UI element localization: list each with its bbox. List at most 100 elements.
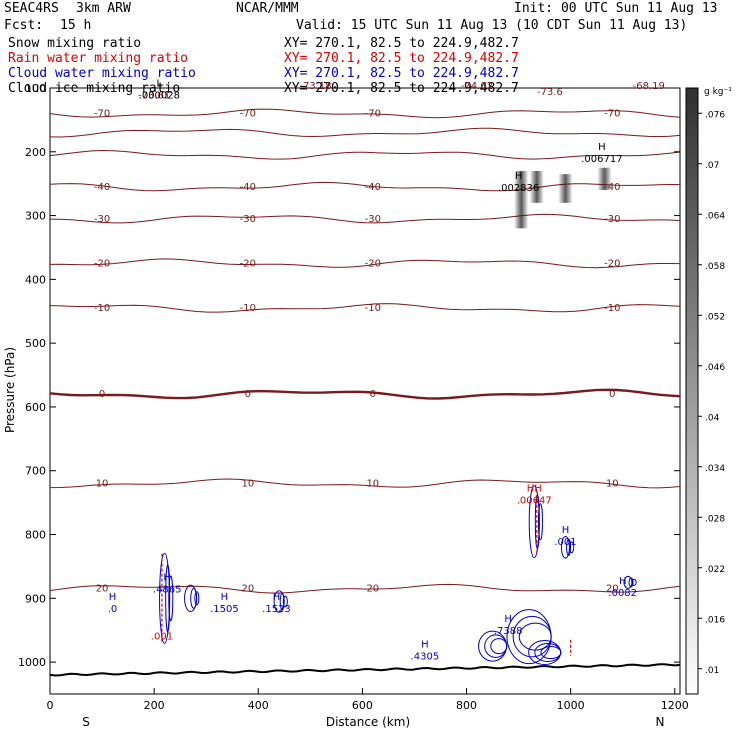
x-end-label-right: N [656, 715, 665, 729]
snow-plume [529, 170, 544, 203]
cloud-water-contour [518, 622, 552, 651]
isotherm-label: -70 [604, 109, 620, 120]
isotherm-line [49, 258, 681, 269]
top-temperature-label: -73.61 [138, 90, 170, 101]
colorbar-tick-label: .01 [705, 666, 719, 676]
y-tick-label: 800 [25, 529, 46, 542]
x-tick-label: 200 [144, 699, 165, 712]
extremum-value: .7388 [494, 626, 523, 637]
y-tick-label: 700 [25, 465, 46, 478]
isotherm-label: -10 [365, 303, 381, 314]
isotherm-label: -40 [365, 182, 381, 193]
cloud-water-contour [194, 591, 200, 606]
cloud-water-contour [631, 578, 637, 586]
extremum-value: .1523 [262, 604, 291, 615]
hydrometeor-layer [159, 167, 637, 666]
extremum-mark: H [109, 592, 117, 603]
extremum-value: .4305 [411, 652, 440, 663]
colorbar-tick-label: .022 [705, 565, 725, 575]
isotherm-label: -70 [365, 109, 381, 120]
isotherm-label: -20 [94, 258, 110, 269]
isotherm-label: 20 [366, 584, 379, 595]
field-xy-rain: XY= 270.1, 82.5 to 224.9,482.7 [284, 51, 519, 66]
extremum-value: .00647 [517, 495, 552, 506]
extremum-value: .006717 [581, 154, 622, 165]
isotherm-label: -10 [604, 303, 620, 314]
extremum-mark: H [562, 525, 570, 536]
snow-plume [558, 174, 573, 203]
cloud-water-contour [279, 592, 285, 611]
isotherm-line [49, 388, 681, 400]
y-tick-label: 400 [25, 273, 46, 286]
cloud-water-contour [569, 541, 575, 554]
cloud-water-contour [537, 503, 543, 541]
field-name-cloudwater: Cloud water mixing ratio [8, 66, 196, 81]
x-tick-label: 1200 [661, 699, 689, 712]
extremum-mark: H [421, 640, 429, 651]
cloud-water-contour [190, 587, 198, 609]
extremum-value: .4865 [153, 585, 182, 596]
cloud-water-contour [534, 643, 562, 663]
header-fcst-label: Fcst: [4, 18, 44, 33]
isotherm-label: 0 [99, 389, 105, 400]
extremum-value: .002836 [498, 183, 539, 194]
x-axis-label: Distance (km) [326, 715, 410, 729]
isotherm-label: 0 [609, 389, 615, 400]
colorbar-unit: g kg⁻¹ [704, 87, 732, 97]
isotherm-line [49, 181, 681, 192]
isotherm-line [49, 478, 681, 489]
isotherm-label: 0 [245, 389, 251, 400]
isotherm-label: 0 [370, 389, 376, 400]
cloud-water-contour [484, 634, 508, 658]
header-init: Init: 00 UTC Sun 11 Aug 13 [514, 1, 718, 16]
extremum-value: .1505 [210, 604, 239, 615]
isotherm-line [49, 303, 681, 313]
extremum-mark: H [515, 171, 523, 182]
cloud-water-contour [566, 538, 572, 556]
isotherm-label: -20 [240, 258, 256, 269]
field-xy-cloudwater: XY= 270.1, 82.5 to 224.9,482.7 [284, 66, 519, 81]
field-name-rain: Rain water mixing ratio [8, 51, 189, 66]
isotherm-label: 20 [241, 584, 254, 595]
extremum-value: .001 [151, 631, 173, 642]
header-model: 3km ARW [76, 1, 131, 16]
isotherm-line [49, 583, 681, 594]
isotherm-label: 10 [96, 478, 109, 489]
field-name-snow: Snow mixing ratio [8, 36, 142, 51]
header-center: NCAR/MMM [236, 1, 299, 16]
plot-frame [49, 87, 681, 695]
isotherm-label: -40 [604, 182, 620, 193]
isotherm-line [49, 213, 681, 224]
y-tick-label: 100 [25, 82, 46, 95]
x-tick-label: 400 [248, 699, 269, 712]
cloud-water-contour [628, 577, 634, 588]
isotherm-label: -40 [94, 182, 110, 193]
y-tick-label: 300 [25, 210, 46, 223]
x-tick-label: 0 [47, 699, 54, 712]
isotherm-label: -30 [240, 214, 256, 225]
header-fcst-value: 15 h [60, 18, 92, 33]
isotherm-label: 10 [241, 478, 254, 489]
extremum-mark: H [504, 614, 512, 625]
colorbar-tick-label: .034 [705, 464, 725, 474]
axis-layer: 0 200 400 600 800 1000 12001002003004005006007… [18, 82, 689, 712]
cloud-water-contour [282, 595, 288, 608]
extremum-value: .0082 [608, 588, 637, 599]
isotherm-line [49, 149, 681, 160]
y-tick-label: 1000 [18, 656, 46, 669]
isotherm-label: 20 [96, 584, 109, 595]
x-tick-label: 800 [456, 699, 477, 712]
cloud-water-contour [490, 638, 508, 655]
isotherm-line [49, 127, 681, 138]
snow-plume [514, 170, 529, 229]
isotherm-label: -30 [604, 214, 620, 225]
extremum-mark: H [619, 576, 627, 587]
extremum-mark: H [221, 592, 229, 603]
header-project: SEAC4RS [4, 1, 59, 16]
colorbar-tick-label: .07 [705, 161, 719, 171]
y-tick-label: 500 [25, 337, 46, 350]
isotherm-label: -70 [240, 109, 256, 120]
isotherm-label: -70 [94, 109, 110, 120]
isotherm-label: -10 [240, 303, 256, 314]
